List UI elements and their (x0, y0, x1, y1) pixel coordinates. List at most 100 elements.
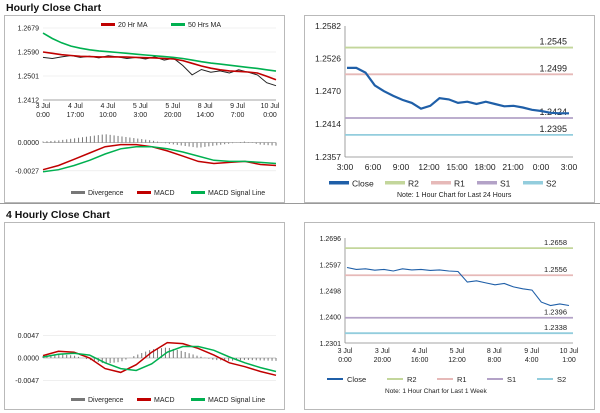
four-hourly-chart-frame (4, 222, 285, 410)
four-hourly-pivot-chart: 1.2696 1.2597 1.2498 1.2400 1.2301 1.2658 1.25… (320, 236, 579, 395)
four-pivot-xtick: 20:00 (374, 357, 392, 364)
hourly-macd-legend-label: Divergence (88, 190, 124, 197)
hourly-price-xtick: 7:00 (231, 112, 245, 119)
hourly-pivot-note: Note: 1 Hour Chart for Last 24 Hours (397, 192, 512, 199)
hourly-pivot-legend-label: S1 (500, 179, 511, 189)
four-pivot-xtick: 12:00 (448, 357, 466, 364)
hourly-price-legend-label: 20 Hr MA (118, 22, 148, 29)
four-pivot-ytick: 1.2498 (320, 289, 342, 296)
four-pivot-legend-swatch (437, 378, 453, 380)
four-pivot-legend-label: S2 (557, 375, 566, 384)
four-macd-legend-swatch (71, 398, 85, 401)
four-pivot-xtick: 5 Jul (450, 348, 465, 355)
section-divider (0, 203, 600, 204)
four-pivot-xtick: 10 Jul (560, 348, 579, 355)
hourly-price-xtick: 5 Jul (133, 103, 148, 110)
four-pivot-note: Note: 1 Hour Chart for Last 1 Week (385, 388, 488, 395)
hourly-macd-legend-swatch (137, 191, 151, 194)
four-hourly-section-title: 4 Hourly Close Chart (6, 209, 110, 221)
four-pivot-level-label-s2: 1.2338 (544, 323, 567, 332)
hourly-price-xtick: 17:00 (67, 112, 85, 119)
four-pivot-legend-swatch (537, 378, 553, 380)
four-pivot-legend-label: S1 (507, 375, 516, 384)
hourly-pivot-xtick: 18:00 (474, 162, 496, 172)
four-pivot-legend-label: R1 (457, 375, 467, 384)
four-pivot-legend-label: Close (347, 375, 366, 384)
hourly-price-xtick: 4 Jul (100, 103, 115, 110)
four-pivot-xtick: 0:00 (338, 357, 352, 364)
hourly-pivot-xtick: 6:00 (365, 162, 382, 172)
hourly-pivot-frame (304, 15, 595, 203)
hourly-pivot-xtick: 9:00 (393, 162, 410, 172)
hourly-pivot-xtick: 3:00 (561, 162, 578, 172)
four-pivot-xtick: 3 Jul (375, 348, 390, 355)
hourly-price-ytick: 1.2501 (18, 74, 40, 81)
four-pivot-xtick: 1:00 (562, 357, 576, 364)
four-pivot-xtick: 8:00 (488, 357, 502, 364)
four-pivot-xtick: 4:00 (525, 357, 539, 364)
four-macd-ytick: 0.0047 (18, 333, 40, 340)
hourly-price-xtick: 3:00 (133, 112, 147, 119)
hourly-price-xtick: 9 Jul (230, 103, 245, 110)
four-pivot-xtick: 8 Jul (487, 348, 502, 355)
hourly-price-xtick: 14:00 (196, 112, 214, 119)
four-pivot-ytick: 1.2597 (320, 262, 342, 269)
hourly-price-xtick: 10 Jul (261, 103, 280, 110)
hourly-pivot-chart: 1.2582 1.2526 1.2470 1.2414 1.2357 1.2545 1.24… (315, 21, 578, 199)
four-macd-ytick: 0.0000 (18, 356, 40, 363)
hourly-pivot-level-label-s2: 1.2395 (539, 124, 567, 134)
hourly-pivot-legend-label: Close (352, 179, 374, 189)
hourly-price-xtick: 4 Jul (68, 103, 83, 110)
four-pivot-xtick: 9 Jul (524, 348, 539, 355)
hourly-macd-series-macd-signal-line (42, 145, 277, 173)
hourly-macd-ytick: -0.0027 (15, 168, 39, 175)
four-pivot-level-label-r2: 1.2658 (544, 238, 567, 247)
hourly-price-xtick: 0:00 (263, 112, 277, 119)
four-pivot-legend-swatch (387, 378, 403, 380)
four-macd-series-macd-signal-line (42, 345, 277, 373)
hourly-price-xtick: 0:00 (36, 112, 50, 119)
four-pivot-ytick: 1.2400 (320, 315, 342, 322)
four-pivot-ytick: 1.2696 (320, 236, 342, 243)
hourly-pivot-legend-swatch (477, 181, 497, 185)
hourly-macd-legend-label: MACD (154, 190, 175, 197)
hourly-price-xtick: 3 Jul (36, 103, 51, 110)
four-pivot-level-label-r1: 1.2556 (544, 265, 567, 274)
four-pivot-level-label-s1: 1.2396 (544, 308, 567, 317)
hourly-pivot-legend-swatch (523, 181, 543, 185)
four-macd-ytick: -0.0047 (15, 378, 39, 385)
hourly-pivot-legend-label: R1 (454, 179, 465, 189)
hourly-pivot-legend-label: S2 (546, 179, 557, 189)
four-pivot-xtick: 4 Jul (412, 348, 427, 355)
four-macd-legend-swatch (191, 398, 205, 401)
four-pivot-legend-swatch (487, 378, 503, 380)
hourly-pivot-legend-swatch (431, 181, 451, 185)
hourly-chart-frame (4, 15, 285, 203)
hourly-price-ytick: 1.2412 (18, 98, 40, 105)
hourly-pivot-xtick: 12:00 (418, 162, 440, 172)
hourly-price-chart: 20 Hr MA 50 Hrs MA 1.2679 1.2590 1.2501 1.241… (18, 22, 280, 119)
hourly-pivot-xtick: 0:00 (533, 162, 550, 172)
hourly-section-title: Hourly Close Chart (6, 2, 102, 14)
four-hourly-macd-chart: 0.0047 0.0000 -0.0047 Divergence MACD MACD Si… (15, 333, 277, 404)
hourly-pivot-level-label-r1: 1.2499 (539, 63, 567, 73)
hourly-pivot-ytick: 1.2357 (315, 152, 341, 162)
hourly-price-series-50-hrs-ma (42, 32, 277, 72)
four-pivot-xtick: 16:00 (411, 357, 429, 364)
hourly-pivot-ytick: 1.2470 (315, 86, 341, 96)
hourly-pivot-legend-swatch (329, 181, 349, 185)
hourly-pivot-xtick: 21:00 (502, 162, 524, 172)
hourly-macd-legend-swatch (71, 191, 85, 194)
four-macd-legend-label: Divergence (88, 397, 124, 404)
four-pivot-xtick: 3 Jul (338, 348, 353, 355)
hourly-price-legend-swatch (171, 23, 185, 26)
hourly-pivot-ytick: 1.2582 (315, 21, 341, 31)
hourly-pivot-xtick: 15:00 (446, 162, 468, 172)
hourly-pivot-level-label-r2: 1.2545 (539, 37, 567, 47)
four-pivot-legend-label: R2 (407, 375, 417, 384)
four-pivot-series-close (346, 266, 570, 307)
hourly-pivot-ytick: 1.2526 (315, 54, 341, 64)
hourly-pivot-legend-swatch (385, 181, 405, 185)
hourly-pivot-series-close (347, 66, 569, 115)
four-hourly-price-chart (5, 223, 282, 327)
